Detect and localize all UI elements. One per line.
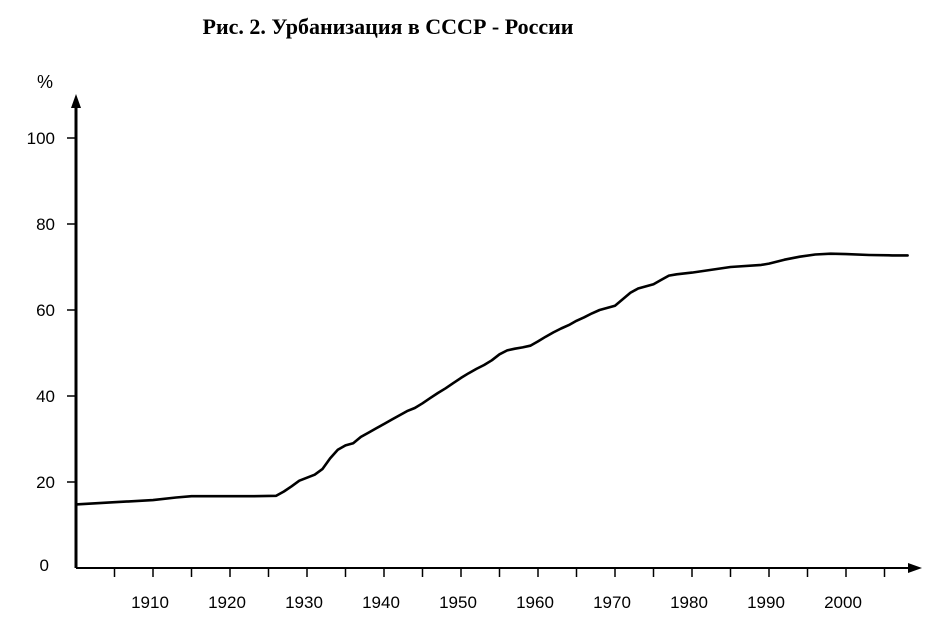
series-layer (74, 252, 909, 506)
y-tick-label: 60 (36, 301, 55, 320)
x-tick-label: 1940 (362, 593, 400, 612)
x-tick-label: 1990 (747, 593, 785, 612)
series-line-urbanization (74, 252, 909, 506)
chart-title: Рис. 2. Урбанизация в СССР - России (202, 14, 574, 39)
x-tick-label: 1960 (516, 593, 554, 612)
y-axis-arrowhead (71, 94, 81, 108)
y-tick-label: 100 (27, 129, 55, 148)
y-tick-label: 20 (36, 473, 55, 492)
y-tick-label: 80 (36, 215, 55, 234)
x-tick-label: 1910 (131, 593, 169, 612)
y-axis-unit-label: % (37, 72, 53, 92)
x-tick-label: 1950 (439, 593, 477, 612)
x-tick-label: 1980 (670, 593, 708, 612)
x-axis-ticks: 1910 1920 1930 1940 1950 1960 1970 1980 1990 2000 (113, 568, 886, 612)
x-axis-arrowhead (908, 563, 922, 573)
y-axis-ticks: 0 20 40 60 80 100 (27, 129, 76, 575)
x-tick-label: 1970 (593, 593, 631, 612)
x-tick-label: 2000 (824, 593, 862, 612)
x-tick-label: 1920 (208, 593, 246, 612)
x-tick-label: 1930 (285, 593, 323, 612)
y-tick-label: 40 (36, 387, 55, 406)
y-tick-label: 0 (40, 556, 49, 575)
